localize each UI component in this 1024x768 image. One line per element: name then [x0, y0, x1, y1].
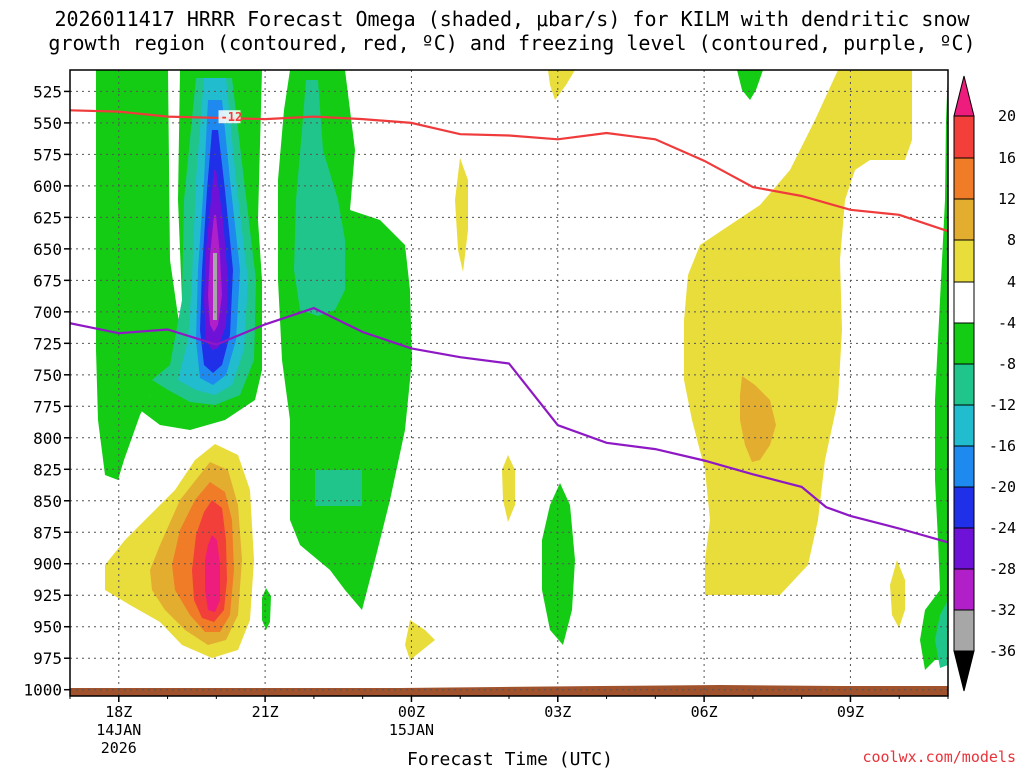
y-tick-label-825: 825 — [33, 460, 62, 479]
colorbar-label--24: -24 — [989, 519, 1016, 537]
colorbar-label--12: -12 — [989, 396, 1016, 414]
y-axis: 525 550 575 600 625 650 675 700 725 750 775 800 825 8… — [23, 82, 70, 700]
omega-fill-teal-right — [294, 80, 345, 316]
colorbar-label--16: -16 — [989, 437, 1016, 455]
colorbar-label--4: -4 — [998, 314, 1016, 332]
dgz-contour-label: -12 — [221, 110, 243, 124]
omega-fill-teal-edge — [935, 600, 948, 668]
omega-fill-yellow-00z — [405, 620, 435, 660]
colorbar-bin-13 — [953, 609, 975, 652]
y-tick-label-750: 750 — [33, 366, 62, 385]
colorbar-label--28: -28 — [989, 560, 1016, 578]
freezing-level-line — [70, 306, 948, 544]
colorbar-label-16: 16 — [998, 149, 1016, 167]
omega-fill-gray — [213, 253, 217, 320]
y-tick-label-1000: 1000 — [23, 681, 62, 700]
omega-fill-gold-right — [740, 376, 776, 462]
colorbar-label--36: -36 — [989, 642, 1016, 660]
x-tick-label-18Z: 18Z — [105, 703, 132, 721]
colorbar-bin-12 — [953, 568, 975, 611]
colorbar-bin-11 — [953, 527, 975, 570]
colorbar-bin-9 — [953, 445, 975, 488]
y-tick-label-650: 650 — [33, 240, 62, 259]
colorbar-bin-7 — [953, 363, 975, 406]
x-tick-label-03Z: 03Z — [544, 703, 571, 721]
omega-fill-green-03z — [542, 483, 575, 645]
omega-fill-yellow-02z — [502, 455, 515, 522]
y-tick-label-550: 550 — [33, 114, 62, 133]
colorbar-label-12: 12 — [998, 190, 1016, 208]
colorbar-bin-5 — [953, 281, 975, 324]
y-tick-label-775: 775 — [33, 397, 62, 416]
colorbar-label-4: 4 — [1007, 273, 1016, 291]
x-axis-label: Forecast Time (UTC) — [407, 749, 613, 768]
y-tick-label-575: 575 — [33, 145, 62, 164]
y-tick-label-725: 725 — [33, 334, 62, 353]
y-tick-label-600: 600 — [33, 177, 62, 196]
colorbar: 20 16 12 8 4 -4 -8 -12 -16 -20 -24 -28 -32 -36 — [953, 75, 1016, 692]
colorbar-label-8: 8 — [1007, 231, 1016, 249]
credit-text: coolwx.com/models — [862, 748, 1016, 766]
x-tick-label-21Z: 21Z — [252, 703, 279, 721]
omega-fill-yellow-top-03z — [548, 70, 575, 100]
dgz-label-bg — [218, 110, 241, 124]
colorbar-label--32: -32 — [989, 601, 1016, 619]
x-tick-label-00Z: 00Z — [398, 703, 425, 721]
omega-shading — [96, 70, 948, 670]
colorbar-bin-10 — [953, 486, 975, 529]
y-tick-label-800: 800 — [33, 429, 62, 448]
y-tick-label-625: 625 — [33, 208, 62, 227]
chart-title-line-1: 2026011417 HRRR Forecast Omega (shaded, … — [54, 7, 970, 31]
y-tick-label-925: 925 — [33, 586, 62, 605]
colorbar-bin-6 — [953, 322, 975, 365]
colorbar-bin-3 — [953, 198, 975, 241]
y-tick-label-975: 975 — [33, 649, 62, 668]
omega-fill-green-top-07z — [737, 70, 763, 100]
omega-fill-yellow-01z — [455, 158, 468, 272]
omega-fill-green-right — [278, 70, 412, 610]
omega-fill-pink-descent — [205, 535, 220, 612]
y-tick-label-525: 525 — [33, 82, 62, 101]
x-tick-year-18Z: 2026 — [101, 739, 137, 757]
colorbar-bin-1 — [953, 115, 975, 159]
y-tick-label-900: 900 — [33, 555, 62, 574]
y-tick-label-675: 675 — [33, 271, 62, 290]
colorbar-arrow-bottom — [953, 650, 975, 692]
omega-fill-yellow-right — [684, 70, 912, 595]
y-tick-label-700: 700 — [33, 303, 62, 322]
omega-fill-yellow-10z — [890, 560, 905, 628]
omega-fill-teal-box — [315, 470, 362, 506]
chart-title-line-2: growth region (contoured, red, ºC) and f… — [48, 31, 976, 55]
x-tick-label-06Z: 06Z — [691, 703, 718, 721]
dgz-isotherm-line — [70, 109, 948, 233]
y-tick-label-875: 875 — [33, 523, 62, 542]
colorbar-bin-8 — [953, 404, 975, 447]
x-tick-date-18Z: 14JAN — [96, 721, 141, 739]
x-tick-label-09Z: 09Z — [837, 703, 864, 721]
colorbar-label--20: -20 — [989, 478, 1016, 496]
colorbar-label--8: -8 — [998, 355, 1016, 373]
colorbar-label-20: 20 — [998, 107, 1016, 125]
x-tick-date-00Z: 15JAN — [389, 721, 434, 739]
grid-lines — [70, 70, 948, 696]
colorbar-bin-2 — [953, 157, 975, 200]
y-tick-label-950: 950 — [33, 618, 62, 637]
terrain-surface — [70, 685, 948, 696]
colorbar-arrow-top — [953, 75, 975, 117]
omega-fill-green-edge — [920, 70, 948, 670]
y-tick-label-850: 850 — [33, 492, 62, 511]
omega-fill-green-small — [262, 588, 271, 630]
colorbar-bin-4 — [953, 239, 975, 283]
